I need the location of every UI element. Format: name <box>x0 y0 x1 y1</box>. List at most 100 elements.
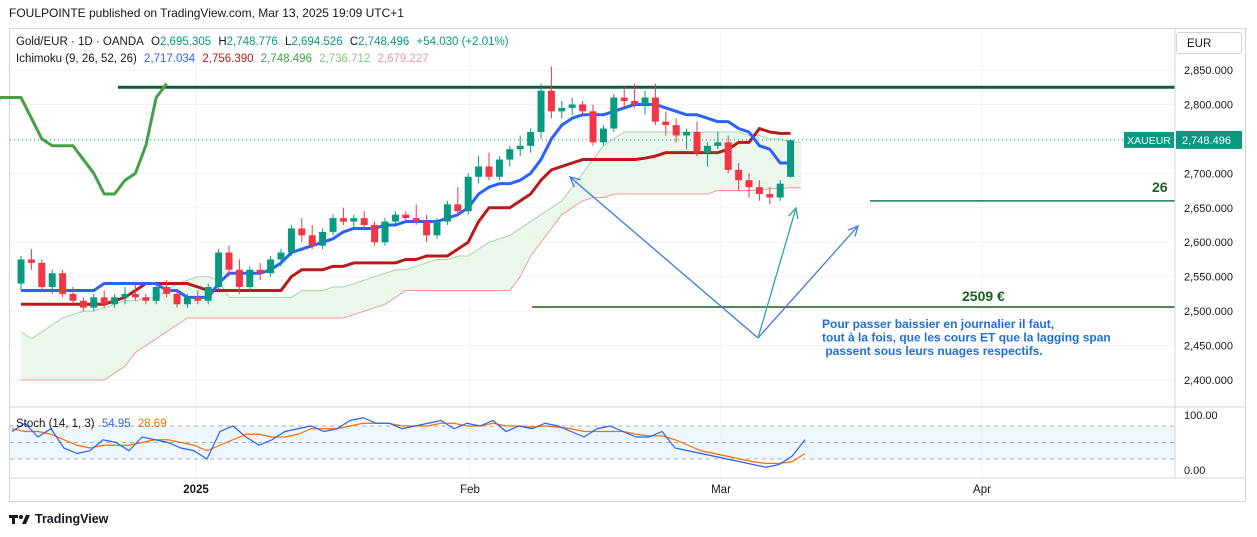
annotation-text: Pour passer baissier en journalier il fa… <box>822 317 1111 358</box>
candle-body <box>662 121 670 126</box>
time-tick-label: Feb <box>460 484 480 496</box>
candle-body <box>599 128 607 143</box>
candle-body <box>703 145 711 153</box>
level-label-2509: 2509 € <box>962 288 1005 304</box>
candle-body <box>48 273 56 287</box>
candle-body <box>121 293 129 298</box>
candles <box>17 66 795 312</box>
candle-body <box>111 297 119 305</box>
candle-body <box>38 262 46 287</box>
candle-body <box>485 166 493 177</box>
arrow-to-cloud-edge <box>757 225 859 339</box>
candle-body <box>527 132 535 146</box>
candle-body <box>183 297 191 305</box>
symbol-title[interactable]: Gold/EUR · 1D · OANDA <box>16 36 144 48</box>
currency-button[interactable]: EUR <box>1176 32 1242 54</box>
tradingview-footer[interactable]: TradingView <box>9 512 108 526</box>
candle-body <box>454 204 462 212</box>
candle-body <box>131 293 139 298</box>
annotation-arrows <box>568 176 859 339</box>
close-value: C2,748.496 <box>349 36 410 48</box>
time-tick-label: Mar <box>711 484 731 496</box>
candle-body <box>194 297 202 301</box>
ichimoku-span-b-value: 2,679.227 <box>377 53 429 65</box>
arrow-to-cloud-edge-head <box>847 224 859 237</box>
ichimoku-tenkan-value: 2,717.034 <box>144 53 196 65</box>
span-a-line <box>20 131 801 340</box>
horizontal-levels <box>10 85 1175 308</box>
last-price-tag-label: 2,748.496 <box>1182 135 1231 147</box>
candle-body <box>391 214 399 222</box>
candle-body <box>475 166 483 177</box>
stoch-k-line <box>11 417 806 468</box>
time-tick-label: Apr <box>973 484 991 496</box>
price-tick-label: 2,800.000 <box>1184 99 1233 111</box>
arrow-to-support-head <box>788 206 799 219</box>
candle-body <box>17 259 25 284</box>
candle-body <box>90 297 98 308</box>
candle-body <box>443 204 451 222</box>
publisher-line: FOULPOINTE published on TradingView.com,… <box>9 6 404 20</box>
candle-body <box>610 97 618 129</box>
annotation-line: tout à la fois, que les cours ET que la … <box>822 331 1111 345</box>
candle-body <box>371 225 379 243</box>
candle-body <box>100 297 108 305</box>
ichimoku-cloud <box>20 131 801 381</box>
candle-body <box>516 145 524 150</box>
level-label-2660: 26 <box>1152 179 1168 195</box>
price-legend: Gold/EUR · 1D · OANDA O2,695.305 H2,748.… <box>16 36 513 48</box>
candle-body <box>152 287 160 301</box>
annotation-line: passent sous leurs nuages respectifs. <box>822 344 1043 358</box>
price-tick-label: 2,450.000 <box>1184 341 1233 353</box>
candle-body <box>246 269 254 287</box>
change-value: +54.030 (+2.01%) <box>416 36 509 48</box>
stoch-tick-label: 100.00 <box>1184 410 1218 422</box>
candle-body <box>589 111 597 143</box>
candle-body <box>412 218 420 222</box>
grid <box>10 30 1175 478</box>
candle-body <box>495 159 503 177</box>
stoch-d-value: 28.69 <box>137 418 167 430</box>
price-tick-label: 2,400.000 <box>1184 375 1233 387</box>
candle-body <box>620 97 628 101</box>
stoch-tick-label: 0.00 <box>1184 465 1205 477</box>
candle-body <box>287 228 295 253</box>
candle-body <box>423 221 431 236</box>
tradingview-brand: TradingView <box>35 512 109 526</box>
lagging-span-line <box>0 82 168 196</box>
ichimoku-title[interactable]: Ichimoku (9, 26, 52, 26) <box>16 53 137 65</box>
candle-body <box>714 142 722 146</box>
candle-body <box>631 101 639 105</box>
candle-body <box>735 169 743 181</box>
candle-body <box>267 259 275 274</box>
candle-body <box>683 132 691 136</box>
arrow-to-cloud-cross <box>569 176 759 339</box>
chart-frame <box>9 28 1246 502</box>
stoch-title[interactable]: Stoch (14, 1, 3) <box>16 418 95 430</box>
candle-body <box>79 300 87 308</box>
ichimoku-span-a-value: 2,736.712 <box>319 53 371 65</box>
candle-body <box>766 194 774 198</box>
candle-body <box>745 180 753 188</box>
candle-body <box>433 221 441 236</box>
candle-body <box>464 176 472 212</box>
candle-body <box>537 90 545 132</box>
candle-body <box>59 273 67 294</box>
candle-body <box>256 269 264 274</box>
ichimoku-legend: Ichimoku (9, 26, 52, 26) 2,717.034 2,756… <box>16 53 433 65</box>
candle-body <box>651 97 659 122</box>
candle-body <box>277 252 285 260</box>
price-tick-label: 2,600.000 <box>1184 237 1233 249</box>
last-price-tag <box>1176 130 1242 149</box>
stoch-legend: Stoch (14, 1, 3) 54.95 28.69 <box>16 418 171 430</box>
candle-body <box>579 104 587 112</box>
candle-body <box>142 297 150 301</box>
candle-body <box>787 140 795 177</box>
candle-body <box>776 183 784 198</box>
candle-body <box>225 252 233 270</box>
candle-body <box>506 149 514 160</box>
ichimoku-kijun-value: 2,756.390 <box>202 53 254 65</box>
candle-body <box>360 218 368 225</box>
candle-body <box>27 259 35 263</box>
